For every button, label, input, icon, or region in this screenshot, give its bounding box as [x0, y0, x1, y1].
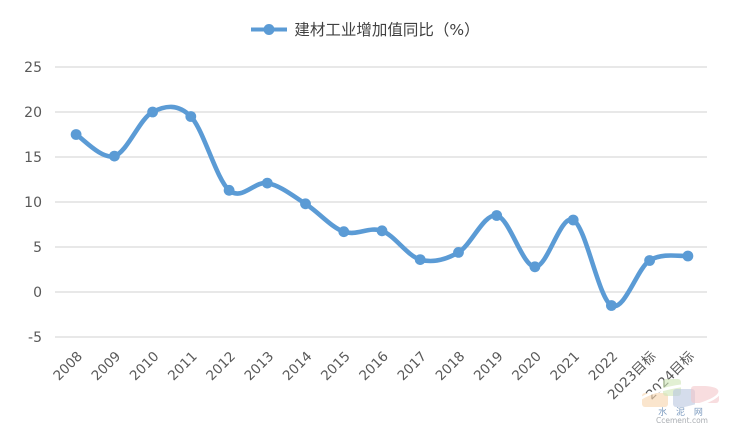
data-point-marker: [414, 254, 426, 265]
x-axis-tick-label: 2021: [547, 349, 583, 385]
x-axis-tick-label: 2010: [127, 349, 163, 385]
x-axis-tick-label: 2019: [471, 349, 507, 385]
x-axis-tick-label: 2008: [50, 349, 86, 385]
watermark-orange-square: [642, 393, 668, 407]
x-axis-tick-label: 2012: [203, 349, 239, 385]
data-point-marker: [109, 150, 120, 162]
watermark-brand-text: 水 泥 网: [658, 408, 706, 418]
data-point-marker: [529, 261, 541, 273]
y-axis-tick-label: 25: [24, 60, 42, 76]
x-axis-tick-label: 2016: [356, 349, 392, 385]
x-axis-tick-label: 2017: [394, 349, 430, 385]
data-point-marker: [491, 210, 503, 221]
y-axis-tick-label: 10: [24, 195, 42, 211]
data-point-marker: [147, 106, 159, 118]
data-point-marker: [70, 129, 82, 140]
data-point-marker: [682, 250, 694, 262]
x-axis-tick-label: 2014: [280, 349, 316, 385]
legend-line-marker-icon: [251, 23, 288, 35]
y-axis-tick-label: 5: [33, 240, 42, 256]
data-point-marker: [338, 226, 350, 238]
data-point-marker: [300, 198, 311, 210]
chart-legend: 建材工业增加值同比（%）: [0, 18, 729, 40]
x-axis-tick-label: 2020: [509, 349, 545, 385]
y-axis-tick-label: 0: [33, 285, 42, 301]
series-line: [73, 104, 691, 309]
y-axis-tick-label: 15: [24, 150, 42, 166]
watermark-pink-square: [691, 386, 719, 403]
watermark-logo: 水 泥 网 Ccement.com: [632, 376, 729, 430]
x-axis-tick-label: 2013: [242, 349, 278, 385]
data-point-marker: [644, 255, 655, 266]
x-axis-tick-label: 2022: [586, 349, 622, 385]
data-point-marker: [185, 111, 197, 122]
data-point-marker: [567, 214, 579, 226]
y-axis-tick-label: 20: [24, 105, 42, 121]
x-axis-tick-label: 2018: [433, 349, 469, 385]
legend-label: 建材工业增加值同比（%）: [294, 21, 480, 39]
x-axis-tick-label: 2015: [318, 349, 354, 385]
watermark-blue-square: [673, 389, 695, 407]
x-axis-tick-label: 2011: [165, 349, 201, 385]
data-point-marker: [261, 177, 273, 189]
data-point-marker: [453, 247, 464, 258]
x-axis-tick-label: 2009: [89, 349, 125, 385]
watermark-url-text: Ccement.com: [656, 416, 708, 425]
data-point-marker: [223, 184, 235, 196]
data-point-marker: [376, 225, 388, 237]
y-axis-tick-label: -5: [28, 330, 42, 346]
data-point-marker: [606, 300, 617, 311]
